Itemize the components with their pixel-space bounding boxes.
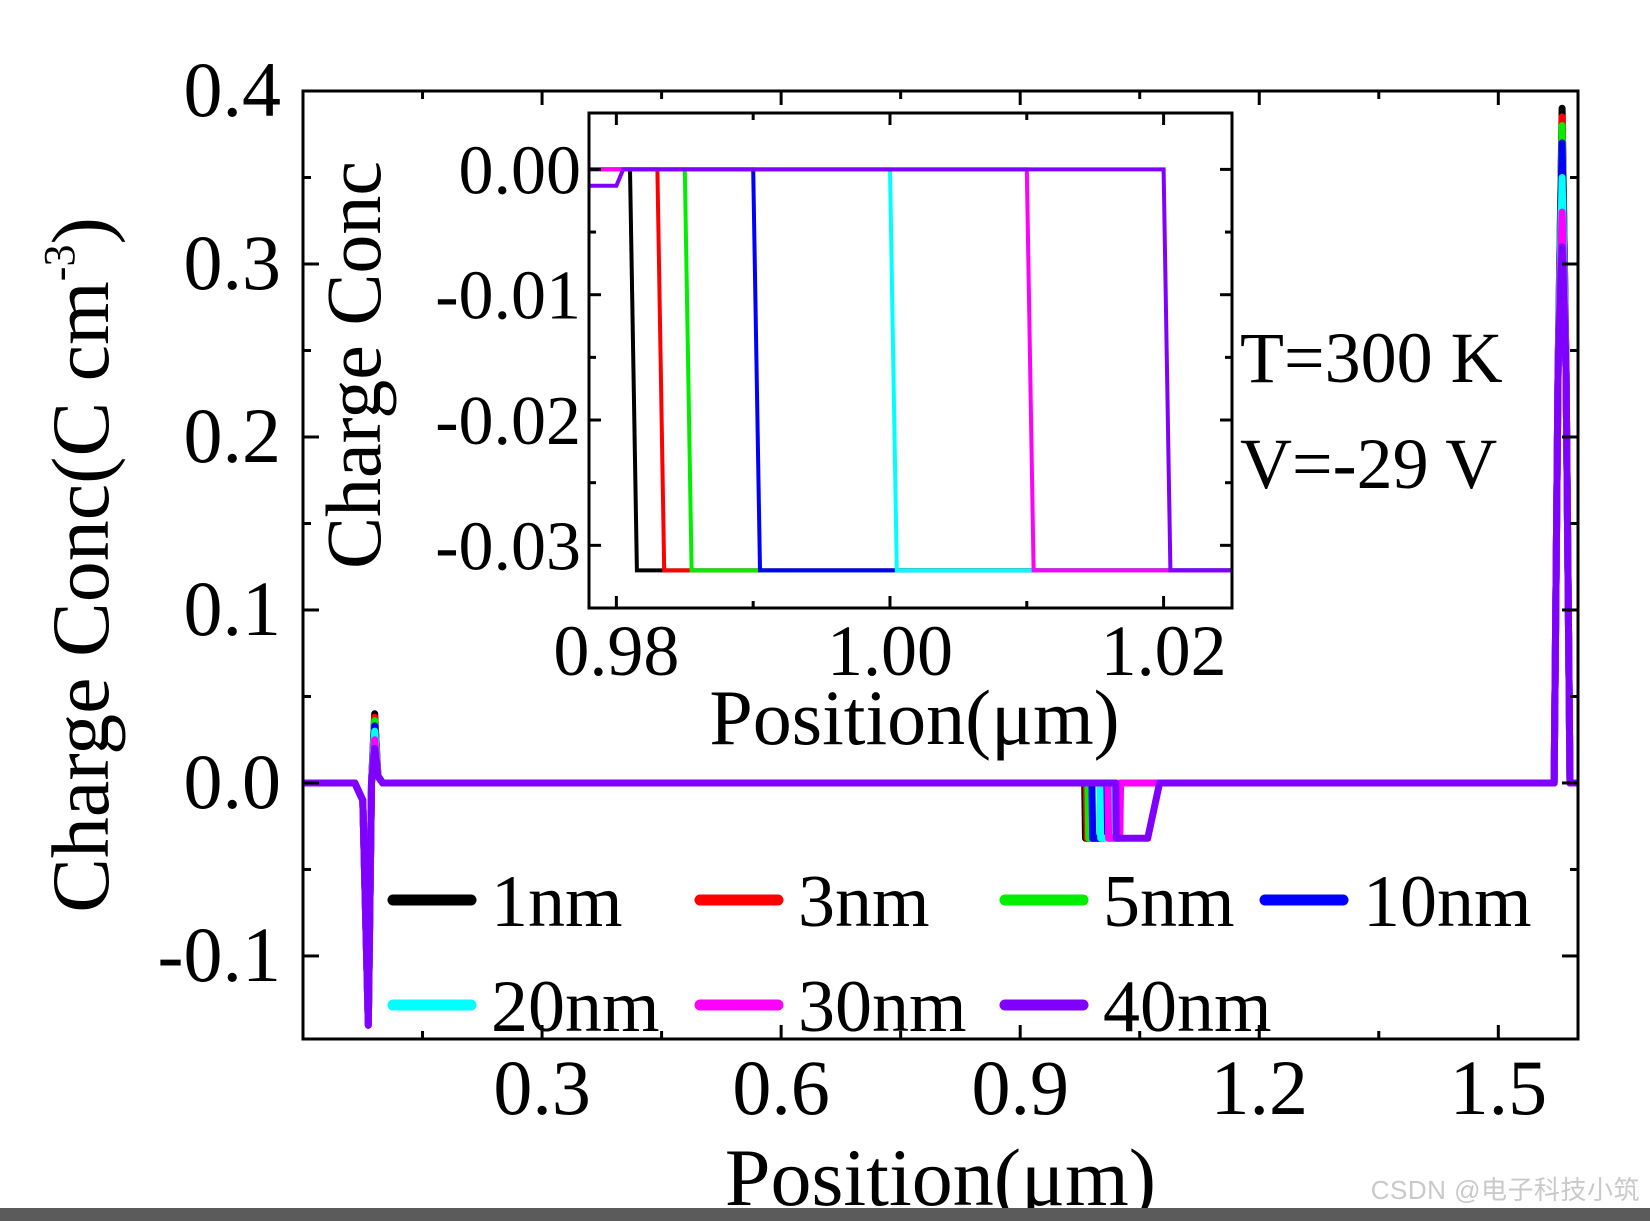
bottom-bar	[0, 1208, 1650, 1221]
main-plot-frame	[301, 89, 1580, 1041]
annotation-temperature: T=300 K	[1240, 318, 1503, 398]
legend-label-20nm: 20nm	[491, 966, 660, 1048]
inset-x-axis-label: Position(μm)	[709, 674, 1119, 761]
main-y-axis-label-sup: -3	[35, 245, 84, 282]
inset-x-tick-label: 0.98	[553, 611, 679, 691]
main-y-tick-label: 0.3	[184, 219, 282, 306]
inset-y-tick-label: -0.02	[435, 383, 581, 460]
main-series-line-40nm	[303, 243, 1578, 1029]
main-y-axis-label: Charge Conc(C cm-3)	[35, 217, 126, 913]
inset-y-tick-label: -0.03	[435, 508, 581, 585]
annotation-voltage: V=-29 V	[1240, 424, 1497, 504]
inset-plot-frame	[587, 111, 1234, 610]
main-x-tick-label: 1.5	[1450, 1044, 1548, 1131]
legend-label-10nm: 10nm	[1363, 861, 1532, 943]
legend-label-30nm: 30nm	[798, 966, 967, 1048]
legend-label-1nm: 1nm	[491, 861, 623, 943]
main-y-axis-label-text: Charge Conc(C cm	[35, 281, 126, 913]
main-y-tick-label: 0.4	[184, 46, 282, 133]
legend-label-3nm: 3nm	[798, 861, 930, 943]
legend-label-5nm: 5nm	[1103, 861, 1235, 943]
watermark-text: CSDN @电子科技小筑	[1370, 1175, 1640, 1205]
main-x-tick-label: 0.6	[732, 1044, 830, 1131]
main-y-tick-label: 0.0	[184, 738, 282, 825]
main-y-tick-label: 0.2	[184, 392, 282, 479]
main-y-tick-label: -0.1	[158, 911, 281, 998]
main-x-tick-label: 1.2	[1211, 1044, 1309, 1131]
main-y-axis-label-close: )	[35, 217, 126, 244]
inset-series-group	[589, 167, 1232, 573]
main-x-tick-label: 0.9	[971, 1044, 1069, 1131]
inset-background	[589, 113, 1232, 608]
inset-y-axis-label: Charge Conc	[310, 161, 397, 569]
main-y-tick-label: 0.1	[184, 565, 282, 652]
main-x-axis-label: Position(μm)	[725, 1132, 1156, 1221]
legend-label-40nm: 40nm	[1103, 966, 1272, 1048]
inset-x-tick-label: 1.00	[827, 611, 953, 691]
inset-y-tick-label: 0.00	[459, 132, 582, 209]
inset-y-tick-label: -0.01	[435, 258, 581, 335]
main-series-group	[303, 104, 1578, 1029]
inset-series-line-40nm	[589, 167, 1232, 573]
inset-x-tick-label: 1.02	[1101, 611, 1227, 691]
main-x-tick-label: 0.3	[493, 1044, 591, 1131]
